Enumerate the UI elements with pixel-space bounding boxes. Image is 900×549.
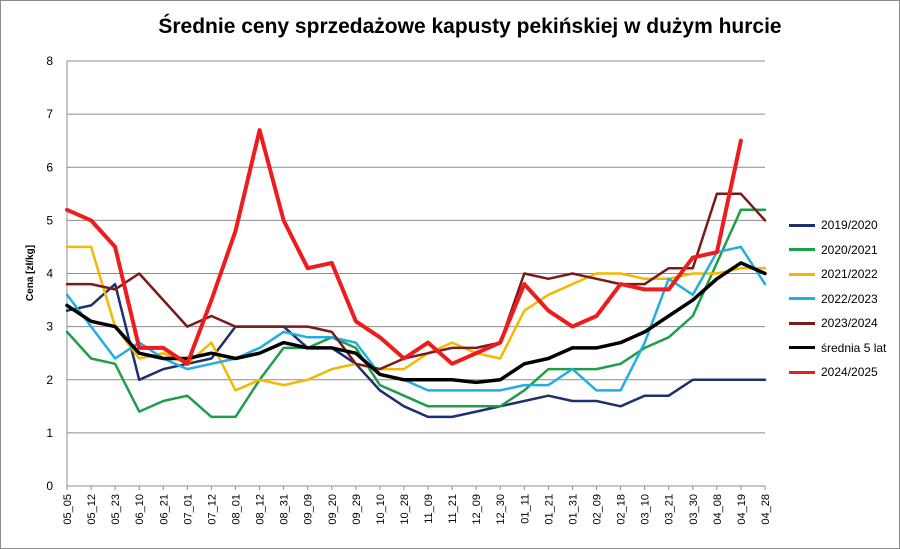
y-tick-label: 8 xyxy=(46,54,53,68)
x-tick-label: 06_10 xyxy=(134,494,146,525)
legend-label: 2020/2021 xyxy=(821,242,878,257)
legend-item: 2022/2023 xyxy=(789,287,899,312)
x-tick-label: 07_12 xyxy=(206,494,218,525)
y-axis-title: Cena [zł/kg] xyxy=(25,245,36,301)
y-tick-label: 0 xyxy=(46,479,53,493)
x-tick-label: 08_12 xyxy=(255,494,267,525)
legend-label: 2023/2024 xyxy=(821,316,878,331)
x-tick-label: 06_21 xyxy=(158,494,170,525)
x-tick-label: 10_10 xyxy=(375,494,387,525)
x-tick-label: 01_31 xyxy=(567,494,579,525)
legend-item: 2020/2021 xyxy=(789,238,899,263)
x-tick-label: 11_09 xyxy=(423,494,435,524)
x-tick-label: 09_29 xyxy=(351,494,363,525)
x-tick-label: 01_21 xyxy=(543,494,555,525)
legend-label: 2021/2022 xyxy=(821,267,878,282)
legend-swatch xyxy=(789,370,815,374)
series-line-0 xyxy=(65,282,767,419)
legend-swatch xyxy=(789,248,815,252)
legend-label: średnia 5 lat xyxy=(821,340,887,355)
legend-item: średnia 5 lat xyxy=(789,336,899,361)
gridlines xyxy=(67,60,765,434)
x-tick-label: 03_21 xyxy=(664,494,676,525)
series-lines xyxy=(65,128,767,419)
x-tick-label: 03_30 xyxy=(688,494,700,525)
chart-legend: 2019/2020 2020/2021 2021/2022 2022/2023 2023… xyxy=(789,213,899,385)
series-line-1 xyxy=(65,208,767,419)
legend-label: 2022/2023 xyxy=(821,291,878,306)
x-tick-label: 12_30 xyxy=(495,494,507,525)
legend-item: 2019/2020 xyxy=(789,213,899,238)
y-tick-label: 1 xyxy=(46,426,53,440)
x-tick-label: 08_01 xyxy=(230,494,242,525)
series-line-5 xyxy=(65,261,767,385)
x-tick-label: 10_28 xyxy=(399,494,411,525)
y-tick-label: 3 xyxy=(46,320,53,334)
x-tick-label: 04_08 xyxy=(712,494,724,525)
series-line-3 xyxy=(65,245,767,392)
x-tick-label: 05_12 xyxy=(86,494,98,525)
legend-swatch xyxy=(789,321,815,325)
legend-swatch xyxy=(789,272,815,276)
legend-item: 2021/2022 xyxy=(789,262,899,287)
legend-item: 2024/2025 xyxy=(789,360,899,385)
series-line-4 xyxy=(65,192,767,371)
x-tick-label: 01_11 xyxy=(519,494,531,524)
x-tick-label: 02_18 xyxy=(616,494,628,525)
y-tick-label: 6 xyxy=(46,160,53,174)
x-tick-label: 02_09 xyxy=(592,494,604,525)
x-tick-label: 12_09 xyxy=(471,494,483,525)
y-axis-title-group: Cena [zł/kg] xyxy=(25,245,36,301)
series-line-6 xyxy=(65,128,743,366)
x-tick-label: 05_05 xyxy=(62,494,74,525)
legend-swatch xyxy=(789,223,815,227)
legend-swatch xyxy=(789,346,815,350)
y-tick-label: 5 xyxy=(46,213,53,227)
x-tick-label: 09_09 xyxy=(303,494,315,525)
y-tick-label: 2 xyxy=(46,373,53,387)
axes: 0 1 2 3 4 5 6 7 8 05_05 05_12 05_23 06_10 06_21 07_01 0… xyxy=(46,54,772,525)
x-tick-label: 09_20 xyxy=(327,494,339,525)
legend-label: 2019/2020 xyxy=(821,218,878,233)
legend-item: 2023/2024 xyxy=(789,311,899,336)
chart-title: Średnie ceny sprzedażowe kapusty pekińsk… xyxy=(158,15,782,38)
legend-swatch xyxy=(789,297,815,301)
x-tick-label: 08_31 xyxy=(279,494,291,525)
x-tick-label: 11_21 xyxy=(447,494,459,524)
x-tick-label: 04_28 xyxy=(760,494,772,525)
x-tick-label: 07_01 xyxy=(182,494,194,525)
y-tick-label: 7 xyxy=(46,107,53,121)
series-line-2 xyxy=(65,245,767,392)
x-tick-label: 05_23 xyxy=(110,494,122,525)
x-tick-label: 04_19 xyxy=(736,494,748,525)
y-tick-label: 4 xyxy=(46,267,53,281)
legend-label: 2024/2025 xyxy=(821,365,878,380)
x-tick-label: 03_10 xyxy=(640,494,652,525)
